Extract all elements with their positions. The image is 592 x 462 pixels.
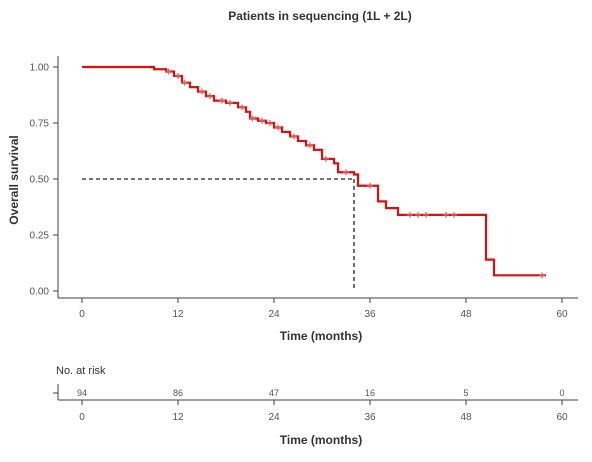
x-tick-label: 0 — [79, 309, 85, 320]
censor-mark — [239, 104, 245, 111]
risk-values-group: 94 86 47 16 5 0 — [77, 388, 565, 398]
x-tick-label: 12 — [172, 309, 184, 320]
censor-mark — [249, 115, 256, 122]
risk-x-tick-label: 36 — [364, 412, 376, 423]
risk-value: 47 — [269, 388, 279, 398]
y-tick-group: 0.00 0.25 0.50 0.75 1.00 — [30, 63, 58, 298]
risk-value: 86 — [173, 388, 183, 398]
censor-mark — [207, 93, 213, 100]
risk-x-tick-label: 24 — [268, 412, 280, 423]
risk-x-tick-label: 0 — [79, 412, 85, 423]
risk-x-tick-label: 48 — [460, 412, 472, 423]
censor-mark — [423, 211, 429, 218]
censor-mark — [539, 272, 545, 279]
y-tick-label: 0.50 — [30, 175, 50, 186]
censor-mark — [367, 182, 373, 189]
median-reference-lines — [82, 178, 355, 291]
y-tick-label: 0.25 — [30, 231, 50, 242]
censor-mark — [451, 211, 457, 218]
risk-x-tick-group: 0 12 24 36 48 60 — [79, 400, 568, 423]
x-tick-label: 24 — [268, 309, 280, 320]
censor-mark — [323, 155, 329, 162]
censor-mark — [291, 133, 297, 140]
censor-mark — [199, 88, 205, 95]
y-axis-title: Overall survival — [7, 135, 21, 224]
risk-x-axis-title: Time (months) — [280, 433, 362, 447]
censor-mark — [343, 169, 349, 176]
risk-table-label: No. at risk — [56, 365, 106, 377]
x-axis-title: Time (months) — [280, 329, 362, 343]
y-tick-label: 0.75 — [30, 119, 50, 130]
x-tick-label: 48 — [460, 309, 472, 320]
y-tick-label: 1.00 — [30, 63, 50, 74]
risk-value: 94 — [77, 388, 87, 398]
censor-mark — [165, 68, 172, 75]
y-tick-label: 0.00 — [30, 287, 50, 298]
risk-value: 0 — [559, 388, 564, 398]
censor-mark — [219, 97, 225, 104]
censor-marks — [165, 68, 545, 279]
x-tick-group: 0 12 24 36 48 60 — [79, 298, 568, 320]
chart-title: Patients in sequencing (1L + 2L) — [228, 9, 412, 23]
x-tick-label: 36 — [364, 309, 376, 320]
censor-mark — [227, 99, 233, 106]
censor-mark — [407, 211, 413, 218]
survival-step-line — [82, 65, 546, 277]
risk-x-tick-label: 60 — [556, 412, 568, 423]
risk-value: 16 — [365, 388, 375, 398]
x-tick-label: 60 — [556, 309, 568, 320]
censor-mark — [267, 120, 273, 126]
risk-x-tick-label: 12 — [172, 412, 184, 423]
survival-curve — [82, 65, 546, 277]
censor-mark — [307, 142, 313, 149]
censor-mark — [415, 211, 421, 218]
censor-mark — [181, 79, 188, 86]
censor-mark — [175, 72, 181, 79]
risk-value: 5 — [463, 388, 468, 398]
censor-mark — [275, 124, 281, 131]
censor-mark — [259, 117, 265, 124]
censor-mark — [443, 211, 449, 218]
